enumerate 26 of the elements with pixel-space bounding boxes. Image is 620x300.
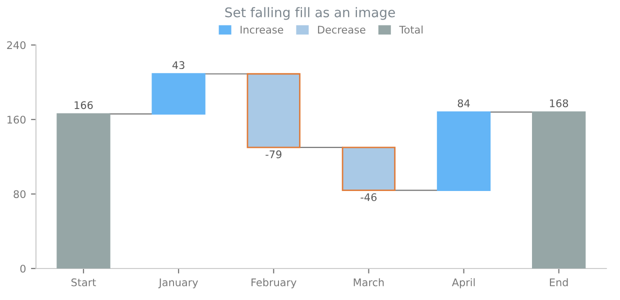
data-label: 43 <box>172 61 184 70</box>
data-label: 84 <box>458 99 470 108</box>
legend-label: Total <box>399 26 423 34</box>
data-label: -46 <box>360 193 377 202</box>
y-tick-label: 160 <box>8 116 26 124</box>
bar <box>246 73 300 148</box>
legend-label: Decrease <box>318 26 366 34</box>
data-label: -79 <box>266 150 282 158</box>
bar <box>56 113 110 268</box>
y-tick-label: 80 <box>14 190 26 198</box>
bar <box>532 111 586 268</box>
x-tick-label: Start <box>71 278 96 286</box>
legend-label: Increase <box>240 26 284 34</box>
y-tick-label: 240 <box>7 41 26 50</box>
x-tick-label: End <box>550 278 568 286</box>
data-label: 166 <box>74 101 93 110</box>
bar <box>342 146 396 191</box>
chart-title: Set falling fill as an image <box>225 7 395 20</box>
x-tick-label: April <box>452 278 475 288</box>
bar <box>436 111 491 191</box>
x-tick-label: March <box>354 278 384 286</box>
bar <box>152 73 206 115</box>
x-tick-label: January <box>158 278 198 288</box>
data-label: 168 <box>550 99 568 108</box>
x-tick-label: February <box>252 278 296 288</box>
y-tick-label: 0 <box>20 264 26 273</box>
